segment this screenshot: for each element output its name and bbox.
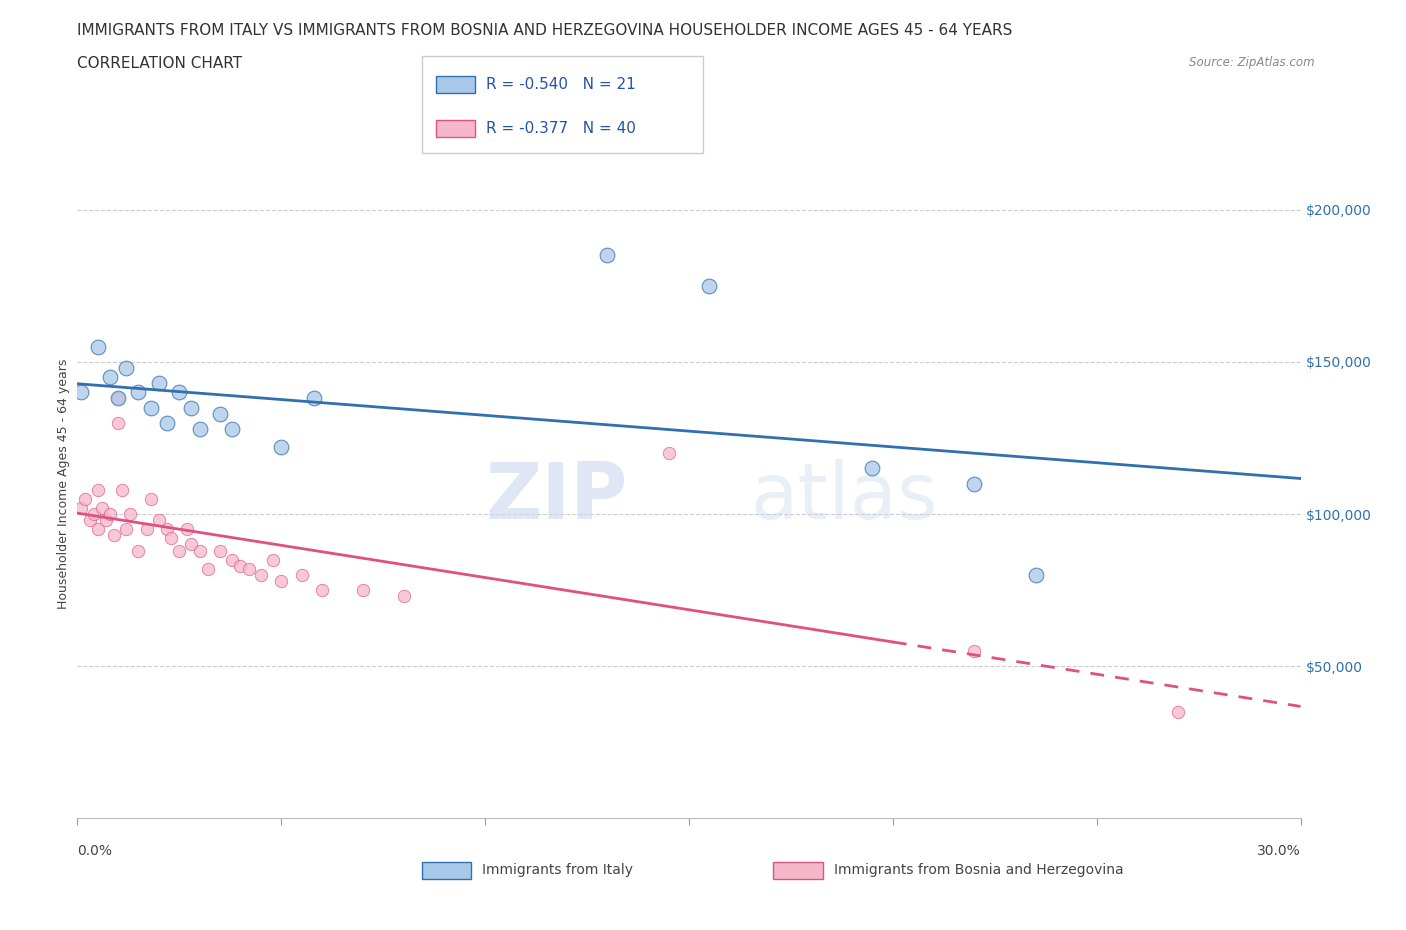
Point: [290, 567, 312, 582]
Point: [699, 278, 721, 293]
Point: [197, 562, 219, 577]
Point: [250, 567, 273, 582]
Text: R = -0.377   N = 40: R = -0.377 N = 40: [486, 121, 637, 136]
Point: [208, 406, 231, 421]
Point: [270, 574, 292, 589]
Point: [87, 522, 110, 537]
Point: [1167, 704, 1189, 719]
Point: [208, 543, 231, 558]
Point: [156, 416, 179, 431]
Point: [90, 500, 112, 515]
Point: [169, 543, 191, 558]
Point: [658, 445, 681, 460]
Point: [107, 416, 129, 431]
Point: [156, 522, 179, 537]
Point: [70, 385, 93, 400]
Text: Immigrants from Italy: Immigrants from Italy: [482, 863, 633, 878]
Point: [127, 543, 149, 558]
Point: [70, 500, 93, 515]
Text: Source: ZipAtlas.com: Source: ZipAtlas.com: [1189, 56, 1315, 69]
Point: [596, 248, 619, 263]
Point: [311, 583, 333, 598]
Point: [963, 644, 986, 658]
Point: [176, 522, 198, 537]
Text: CORRELATION CHART: CORRELATION CHART: [77, 56, 242, 71]
Point: [963, 476, 986, 491]
Point: [115, 361, 138, 376]
Point: [862, 461, 884, 476]
Text: ZIP: ZIP: [485, 459, 628, 535]
Point: [352, 583, 374, 598]
Point: [262, 552, 284, 567]
Y-axis label: Householder Income Ages 45 - 64 years: Householder Income Ages 45 - 64 years: [58, 358, 70, 609]
Point: [180, 400, 202, 415]
Point: [135, 522, 157, 537]
Point: [169, 385, 191, 400]
Point: [83, 507, 105, 522]
Point: [392, 589, 415, 604]
Text: 30.0%: 30.0%: [1257, 844, 1301, 858]
Point: [120, 507, 142, 522]
Point: [221, 421, 243, 436]
Text: IMMIGRANTS FROM ITALY VS IMMIGRANTS FROM BOSNIA AND HERZEGOVINA HOUSEHOLDER INCO: IMMIGRANTS FROM ITALY VS IMMIGRANTS FROM…: [77, 23, 1012, 38]
Text: 0.0%: 0.0%: [77, 844, 112, 858]
Point: [160, 531, 183, 546]
Point: [238, 562, 260, 577]
Point: [221, 552, 243, 567]
Point: [180, 537, 202, 551]
Point: [98, 507, 121, 522]
Point: [98, 369, 121, 384]
Point: [79, 512, 101, 527]
Point: [115, 522, 138, 537]
Point: [107, 391, 129, 405]
Text: atlas: atlas: [751, 459, 938, 535]
Point: [139, 491, 162, 506]
Point: [111, 483, 134, 498]
Point: [139, 400, 162, 415]
Point: [75, 491, 97, 506]
Text: R = -0.540   N = 21: R = -0.540 N = 21: [486, 77, 637, 92]
Point: [87, 483, 110, 498]
Point: [148, 376, 170, 391]
Point: [229, 558, 252, 573]
Point: [188, 543, 211, 558]
Point: [270, 440, 292, 455]
Point: [107, 391, 129, 405]
Text: Immigrants from Bosnia and Herzegovina: Immigrants from Bosnia and Herzegovina: [834, 863, 1123, 878]
Point: [94, 512, 117, 527]
Point: [87, 339, 110, 354]
Point: [148, 512, 170, 527]
Point: [1024, 567, 1046, 582]
Point: [127, 385, 149, 400]
Point: [103, 528, 125, 543]
Point: [188, 421, 211, 436]
Point: [302, 391, 325, 405]
